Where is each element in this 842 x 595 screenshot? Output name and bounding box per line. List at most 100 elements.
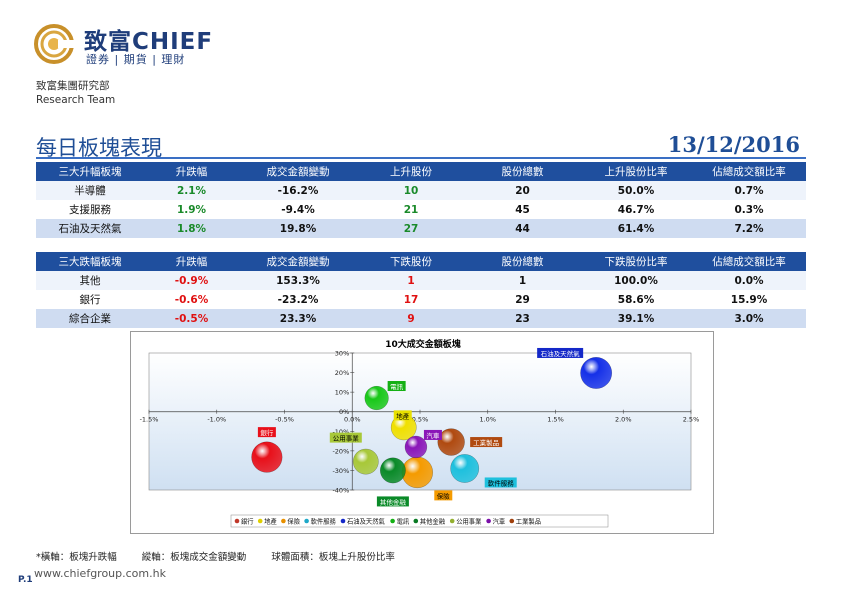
legend-swatch: [509, 518, 515, 524]
bubble-label-bg: [470, 437, 503, 448]
bubble-9: [404, 435, 428, 459]
rising-ratio: 46.7%: [580, 200, 692, 219]
legend-swatch: [281, 518, 286, 524]
total-count: 29: [465, 290, 580, 309]
legend-label: 公用事業: [456, 517, 482, 526]
falling-ratio: 100.0%: [580, 271, 692, 290]
rising-count: 10: [357, 181, 465, 200]
bubble-4: [450, 454, 480, 483]
bubble-6: [364, 385, 389, 411]
rising-ratio: 61.4%: [580, 219, 692, 238]
turnover-share: 15.9%: [692, 290, 806, 309]
legend-label: 保險: [287, 517, 300, 526]
bubble-label-bg: [257, 427, 276, 438]
title-divider: [36, 157, 806, 159]
chief-logo-icon: [34, 24, 74, 64]
footnote-bubble-size: 球體面積：板塊上升股份比率: [271, 552, 395, 563]
bubble-label-bg: [329, 432, 362, 443]
table-row: 其他 -0.9% 153.3% 1 1 100.0% 0.0%: [36, 271, 806, 290]
turnover-share: 0.0%: [692, 271, 806, 290]
falling-count: 9: [357, 309, 465, 328]
bubble-label-bg: [423, 429, 442, 440]
column-header: 下跌股份比率: [580, 252, 692, 271]
bubble-label: 其他金融: [380, 497, 407, 506]
y-tick-label: -40%: [332, 487, 349, 495]
bubble-10: [437, 428, 465, 456]
chart-title: 10大成交金額板塊: [385, 338, 461, 350]
legend-label: 電訊: [397, 517, 410, 526]
bubble-5: [580, 357, 613, 389]
x-tick-label: 2.5%: [683, 416, 700, 424]
top-losers-table: 三大跌幅板塊 升跌幅 成交金額變動 下跌股份 股份總數 下跌股份比率 佔總成交額…: [36, 252, 806, 328]
sector-name: 支援服務: [36, 200, 144, 219]
table-row: 半導體 2.1% -16.2% 10 20 50.0% 0.7%: [36, 181, 806, 200]
sector-name: 石油及天然氣: [36, 219, 144, 238]
report-date: 13/12/2016: [667, 132, 800, 157]
legend-swatch: [390, 518, 395, 524]
turnover-share: 7.2%: [692, 219, 806, 238]
legend-label: 汽車: [493, 517, 506, 526]
bubble-7: [380, 457, 406, 484]
sector-name: 其他: [36, 271, 144, 290]
turnover-share: 0.3%: [692, 200, 806, 219]
x-tick-label: 2.0%: [615, 416, 632, 424]
x-tick-label: 1.5%: [547, 416, 564, 424]
falling-count: 1: [357, 271, 465, 290]
website-link[interactable]: www.chiefgroup.com.hk: [34, 567, 166, 580]
falling-ratio: 39.1%: [580, 309, 692, 328]
bubble-3: [401, 456, 434, 489]
falling-ratio: 58.6%: [580, 290, 692, 309]
y-tick-label: 30%: [335, 350, 349, 358]
column-header: 上升股份: [357, 162, 465, 181]
legend-swatch: [257, 518, 263, 524]
x-tick-label: 0.5%: [412, 416, 429, 424]
x-tick-label: -1.0%: [207, 416, 226, 424]
bubble-label-bg: [393, 410, 412, 421]
sector-name: 銀行: [36, 290, 144, 309]
page-title: 每日板塊表現: [36, 136, 162, 160]
brand-logo: 致富CHIEF 證券 | 期貨 | 理財: [34, 24, 254, 70]
bubble-1: [251, 441, 283, 473]
turnover-change: 19.8%: [239, 219, 357, 238]
column-header: 成交金額變動: [239, 162, 357, 181]
change-pct: 1.8%: [144, 219, 239, 238]
change-pct: -0.5%: [144, 309, 239, 328]
sector-name: 半導體: [36, 181, 144, 200]
column-header: 佔總成交額比率: [692, 252, 806, 271]
x-tick-label: 0.0%: [344, 416, 361, 424]
legend-label: 其他金融: [420, 517, 446, 526]
total-count: 45: [465, 200, 580, 219]
legend-swatch: [486, 518, 491, 524]
y-tick-label: -10%: [332, 428, 349, 436]
legend-swatch: [234, 518, 240, 524]
department: 致富集團研究部 Research Team: [36, 79, 115, 107]
column-header: 上升股份比率: [580, 162, 692, 181]
bubble-label: 石油及天然氣: [541, 349, 581, 358]
bubble-label-bg: [537, 347, 584, 358]
turnover-change: -9.4%: [239, 200, 357, 219]
total-count: 44: [465, 219, 580, 238]
legend-swatch: [304, 518, 309, 524]
falling-count: 17: [357, 290, 465, 309]
y-tick-label: -30%: [332, 467, 349, 475]
bubble-label: 保險: [437, 491, 451, 500]
turnover-change: 153.3%: [239, 271, 357, 290]
turnover-change: 23.3%: [239, 309, 357, 328]
legend-label: 石油及天然氣: [347, 517, 385, 526]
bubble-label: 電訊: [390, 382, 404, 391]
rising-count: 21: [357, 200, 465, 219]
legend-swatch: [340, 518, 346, 524]
table-row: 支援服務 1.9% -9.4% 21 45 46.7% 0.3%: [36, 200, 806, 219]
bubble-label-bg: [484, 477, 517, 488]
table-row: 綜合企業 -0.5% 23.3% 9 23 39.1% 3.0%: [36, 309, 806, 328]
column-header: 升跌幅: [144, 162, 239, 181]
column-header: 三大升幅板塊: [36, 162, 144, 181]
y-tick-label: 10%: [335, 389, 349, 397]
turnover-change: -16.2%: [239, 181, 357, 200]
x-tick-label: 1.0%: [479, 416, 496, 424]
change-pct: 2.1%: [144, 181, 239, 200]
bubble-label: 軟件服務: [488, 478, 514, 487]
table-header-row: 三大升幅板塊 升跌幅 成交金額變動 上升股份 股份總數 上升股份比率 佔總成交額…: [36, 162, 806, 181]
bubble-8: [352, 448, 379, 475]
brand-name: 致富CHIEF: [84, 29, 214, 55]
